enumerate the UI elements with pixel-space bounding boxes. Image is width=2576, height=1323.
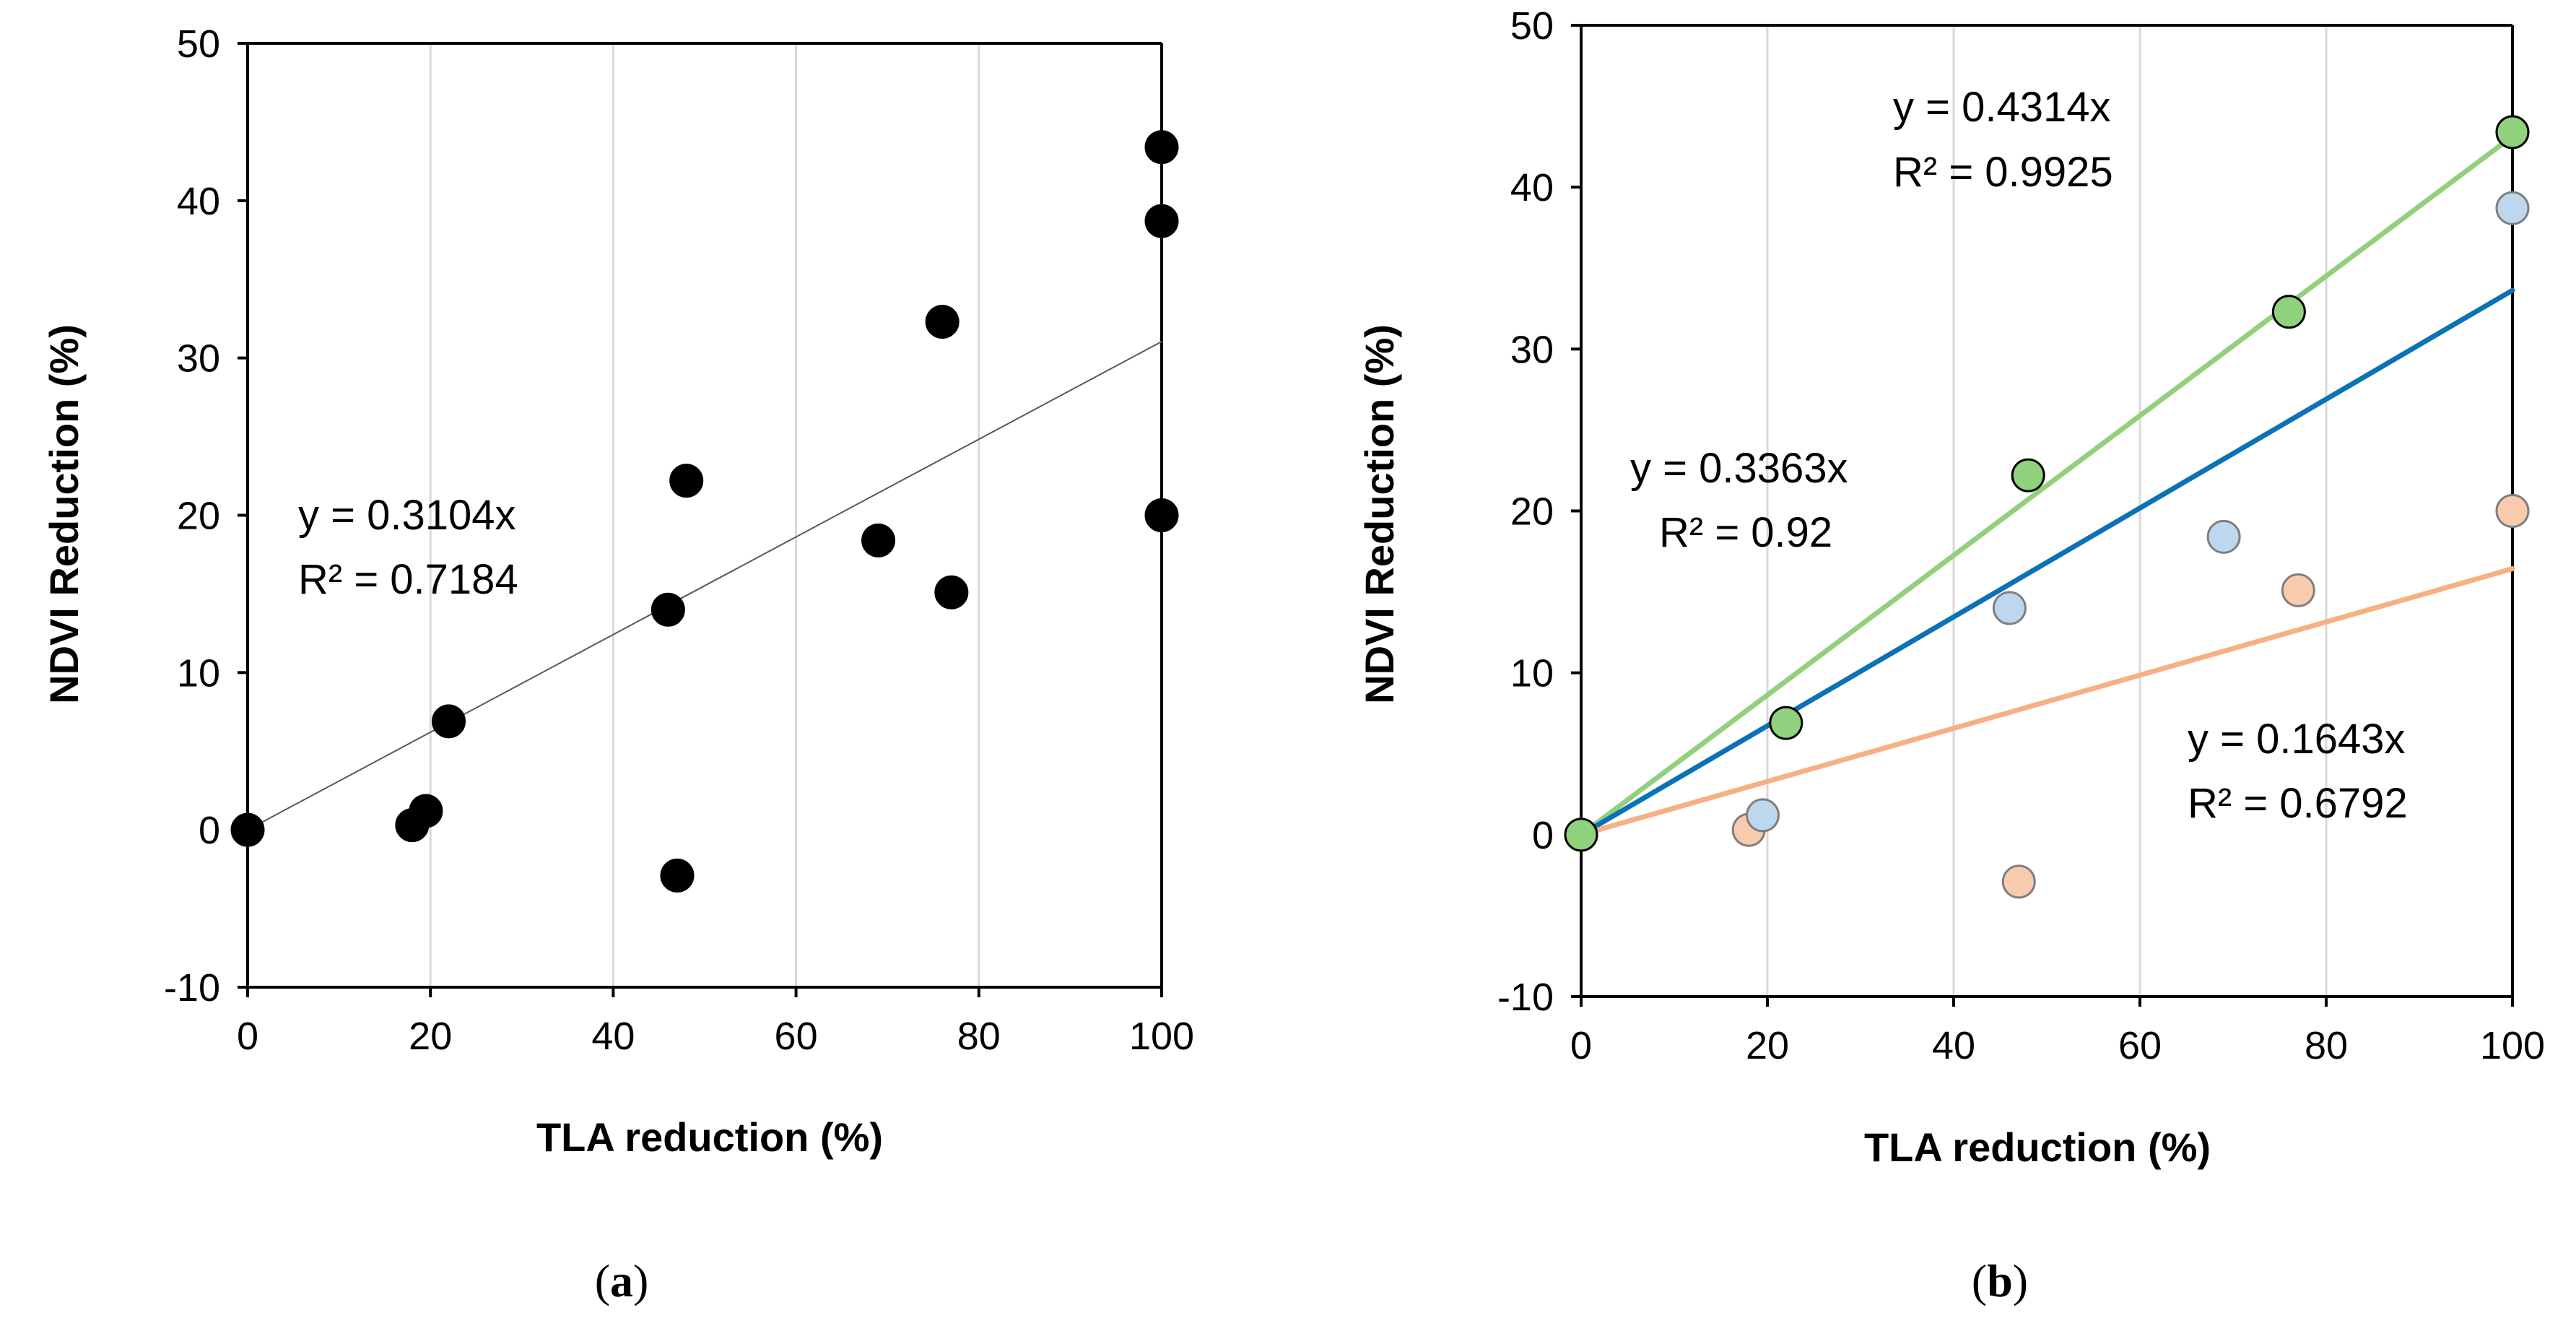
- chart-a-y-tick-label: -10: [164, 966, 220, 1010]
- chart-a-y-tick-label: 40: [177, 180, 220, 223]
- chart-b-x-tick-label: 80: [2305, 1024, 2348, 1067]
- chart-b-y-tick-label: 0: [1532, 814, 1554, 857]
- chart-b-y-tick-label: -10: [1497, 976, 1554, 1019]
- chart-b-trendline-blue: [1578, 287, 2515, 838]
- chart-b-y-ticks: -10 0 10 20 30 40 50: [1497, 4, 1581, 1019]
- chart-a-points: [230, 130, 1179, 893]
- chart-a-point-all: [230, 812, 265, 847]
- chart-b-y-tick-label: 50: [1510, 4, 1554, 48]
- chart-a-point-all: [934, 575, 969, 610]
- chart-b-x-tick-label: 100: [2480, 1024, 2545, 1067]
- chart-b-equation-orange: y = 0.1643x: [2188, 716, 2406, 763]
- chart-a-y-tick-label: 10: [177, 651, 220, 695]
- chart-a-y-tick-label: 50: [177, 22, 220, 66]
- chart-b-y-tick-label: 30: [1510, 328, 1554, 371]
- chart-b-caption: (b): [1972, 1255, 2028, 1306]
- chart-a-y-axis-title: NDVI Reduction (%): [41, 324, 87, 704]
- chart-a-point-all: [925, 305, 960, 339]
- chart-b-r-squared-green: R² = 0.9925: [1893, 149, 2113, 196]
- chart-a-x-ticks: 0 20 40 60 80 100: [237, 987, 1194, 1058]
- chart-b-trendline-green: [1578, 134, 2515, 838]
- chart-b-equation-blue: y = 0.3363x: [1630, 445, 1848, 492]
- chart-a-trendline-all: [247, 341, 1162, 831]
- chart-a-point-all: [660, 858, 695, 893]
- chart-b-point-green: [2271, 295, 2306, 329]
- chart-a-point-all: [861, 523, 896, 558]
- chart-a-x-tick-label: 0: [237, 1015, 258, 1058]
- chart-a-caption-letter: a: [610, 1255, 633, 1306]
- chart-a-y-tick-label: 20: [177, 495, 220, 538]
- chart-a-r-squared: R² = 0.7184: [298, 556, 518, 603]
- chart-b-r-squared-blue: R² = 0.92: [1659, 509, 1832, 556]
- chart-b-trendlines: [1578, 134, 2515, 838]
- chart-b-y-axis-title: NDVI Reduction (%): [1357, 324, 1402, 704]
- chart-b-point-green: [2495, 115, 2530, 149]
- chart-a-point-all: [1144, 204, 1179, 238]
- chart-b-point-orange: [2281, 573, 2315, 607]
- chart-b-x-tick-label: 40: [1932, 1024, 1975, 1067]
- chart-a-grid: [429, 43, 980, 987]
- chart-a-point-all: [650, 592, 685, 627]
- chart-a-x-tick-label: 60: [775, 1015, 818, 1058]
- chart-a-x-tick-label: 20: [409, 1015, 452, 1058]
- chart-b-r-squared-orange: R² = 0.6792: [2188, 780, 2408, 827]
- chart-b-point-green: [2011, 458, 2045, 493]
- chart-b-point-orange: [2495, 494, 2530, 528]
- chart-b-point-blue: [1992, 591, 2027, 625]
- chart-a-point-all: [432, 704, 466, 739]
- chart-b-caption-letter: b: [1987, 1255, 2013, 1306]
- chart-b-x-tick-label: 0: [1570, 1024, 1592, 1067]
- chart-b-y-tick-label: 40: [1510, 166, 1554, 209]
- chart-b-x-axis-title: TLA reduction (%): [1864, 1124, 2211, 1170]
- chart-a-equation: y = 0.3104x: [298, 492, 516, 539]
- chart-b-x-tick-label: 60: [2118, 1024, 2162, 1067]
- chart-b-x-ticks: 0 20 40 60 80 100: [1570, 997, 2545, 1067]
- chart-b-point-green: [1564, 817, 1598, 852]
- chart-a-x-tick-label: 40: [591, 1015, 635, 1058]
- chart-a-point-all: [409, 794, 443, 828]
- chart-a-point-all: [669, 464, 704, 498]
- chart-a-point-all: [1144, 130, 1179, 165]
- chart-b-point-blue: [2495, 191, 2530, 225]
- chart-b-y-tick-label: 20: [1510, 490, 1554, 534]
- chart-a-y-ticks: -10 0 10 20 30 40 50: [164, 22, 248, 1010]
- chart-a-y-tick-label: 30: [177, 337, 220, 381]
- chart-a-point-all: [1144, 498, 1179, 532]
- chart-b-point-blue: [2206, 519, 2241, 554]
- chart-b-equation-green: y = 0.4314x: [1893, 84, 2111, 131]
- chart-b-point-green: [1769, 706, 1803, 740]
- chart-b-points: [1564, 115, 2530, 899]
- chart-b-point-orange: [2001, 864, 2036, 899]
- chart-a-trendlines: [247, 341, 1162, 831]
- chart-a-x-tick-label: 80: [957, 1015, 1001, 1058]
- chart-b-y-tick-label: 10: [1510, 652, 1554, 695]
- chart-a-x-tick-label: 100: [1129, 1015, 1194, 1058]
- chart-a-y-tick-label: 0: [199, 809, 220, 852]
- chart-b-point-blue: [1746, 798, 1780, 833]
- chart-b-trendline-orange: [1578, 566, 2515, 838]
- chart-a-x-axis-title: TLA reduction (%): [536, 1114, 883, 1160]
- chart-a-caption: (a): [595, 1255, 649, 1306]
- chart-b-x-tick-label: 20: [1746, 1024, 1789, 1067]
